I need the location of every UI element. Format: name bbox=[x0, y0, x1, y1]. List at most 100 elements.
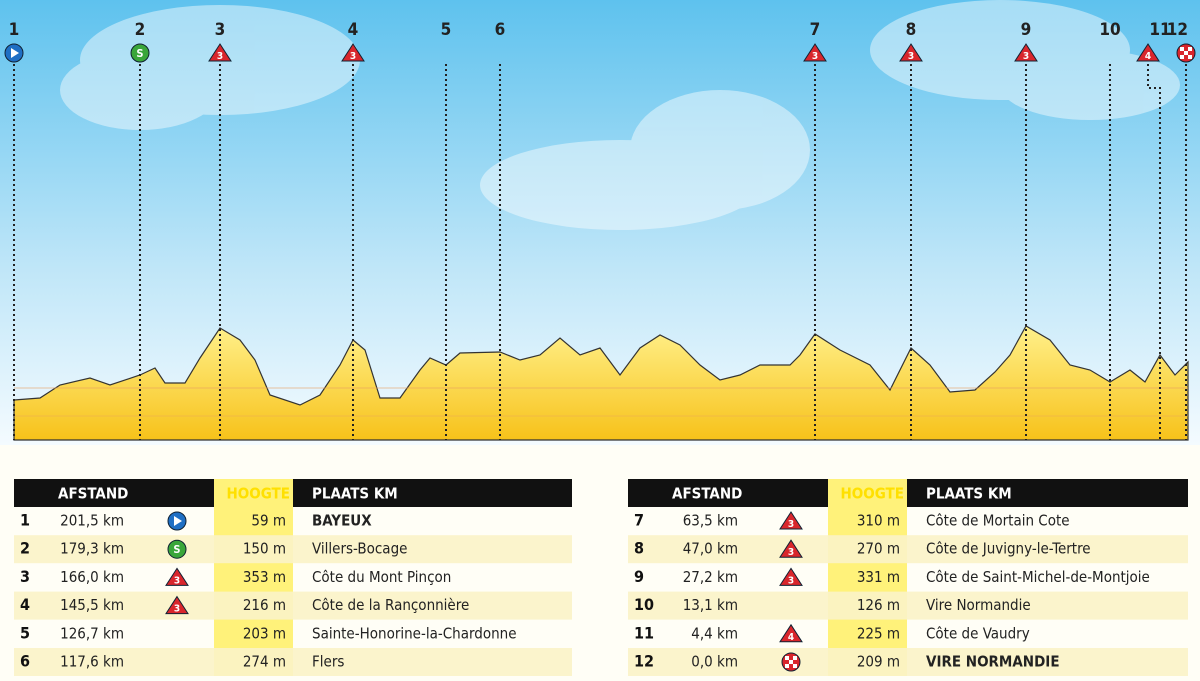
row-place: Côte de Vaudry bbox=[926, 624, 1030, 642]
climb-icon bbox=[803, 43, 827, 62]
climb-category: 3 bbox=[174, 575, 180, 586]
start-arrow bbox=[11, 48, 19, 58]
row-place: Sainte-Honorine-la-Chardonne bbox=[312, 624, 517, 642]
row-place: Flers bbox=[312, 653, 344, 671]
climb-category: 3 bbox=[788, 547, 794, 558]
climb-icon bbox=[779, 567, 803, 586]
row-altitude: 274 m bbox=[243, 653, 286, 671]
row-distance: 4,4 km bbox=[691, 624, 738, 642]
climb-icon bbox=[208, 43, 232, 62]
marker-number: 3 bbox=[215, 20, 226, 40]
marker-line bbox=[1147, 64, 1161, 440]
sprint-icon bbox=[167, 539, 187, 559]
row-distance: 47,0 km bbox=[683, 540, 738, 558]
climb-category: 3 bbox=[350, 51, 356, 62]
finish-check bbox=[785, 656, 789, 660]
finish-check bbox=[1180, 55, 1184, 59]
climb-icon bbox=[899, 43, 923, 62]
climb-icon bbox=[1014, 43, 1038, 62]
hoogte-column bbox=[828, 479, 907, 676]
finish-check bbox=[793, 664, 797, 668]
climb-category: 3 bbox=[217, 51, 223, 62]
row-place: Vire Normandie bbox=[926, 596, 1031, 614]
climb-category: 4 bbox=[788, 632, 794, 643]
row-place: Côte de Saint-Michel-de-Montjoie bbox=[926, 568, 1150, 586]
row-altitude: 216 m bbox=[243, 596, 286, 614]
marker-number: 9 bbox=[1021, 20, 1032, 40]
row-distance: 117,6 km bbox=[60, 653, 124, 671]
clouds bbox=[60, 0, 1180, 230]
climb-icon bbox=[779, 511, 803, 530]
climb-category: 3 bbox=[788, 575, 794, 586]
row-number: 8 bbox=[634, 539, 644, 558]
table-header: AFSTAND bbox=[672, 485, 742, 503]
marker-number: 10 bbox=[1099, 20, 1120, 40]
climb-category: 3 bbox=[1023, 51, 1029, 62]
climb-icon bbox=[779, 539, 803, 558]
row-altitude: 353 m bbox=[243, 568, 286, 586]
marker-number: 12 bbox=[1167, 20, 1188, 40]
row-place: Côte du Mont Pinçon bbox=[312, 568, 451, 586]
row-distance: 126,7 km bbox=[60, 624, 124, 642]
row-place: BAYEUX bbox=[312, 512, 372, 530]
row-altitude: 225 m bbox=[857, 624, 900, 642]
climb-category: 3 bbox=[908, 51, 914, 62]
row-distance: 27,2 km bbox=[683, 568, 738, 586]
row-altitude: 331 m bbox=[857, 568, 900, 586]
row-altitude: 310 m bbox=[857, 512, 900, 530]
finish-check bbox=[793, 656, 797, 660]
marker-number: 8 bbox=[906, 20, 917, 40]
row-number: 11 bbox=[634, 623, 654, 642]
row-stripe bbox=[14, 591, 572, 620]
climb-icon bbox=[165, 595, 189, 615]
row-distance: 179,3 km bbox=[60, 540, 124, 558]
row-number: 9 bbox=[634, 567, 644, 586]
row-number: 1 bbox=[20, 511, 30, 530]
marker-number: 5 bbox=[441, 20, 452, 40]
hoogte-column bbox=[214, 479, 293, 676]
sprint-label: S bbox=[173, 543, 180, 556]
climb-category: 3 bbox=[174, 604, 180, 615]
table-header: HOOGTE bbox=[841, 485, 904, 503]
row-altitude: 209 m bbox=[857, 653, 900, 671]
climb-icon bbox=[341, 43, 365, 62]
row-number: 12 bbox=[634, 652, 654, 671]
finish-check bbox=[785, 664, 789, 668]
finish-check bbox=[1184, 51, 1188, 55]
climb-icon bbox=[165, 567, 189, 586]
marker-number: 7 bbox=[810, 20, 821, 40]
row-distance: 166,0 km bbox=[60, 568, 124, 586]
row-number: 6 bbox=[20, 652, 30, 671]
row-distance: 63,5 km bbox=[683, 512, 738, 530]
row-distance: 201,5 km bbox=[60, 512, 124, 530]
climb-icon bbox=[779, 623, 803, 643]
row-stripe bbox=[14, 535, 572, 564]
row-place: Côte de Mortain Cote bbox=[926, 512, 1070, 530]
row-number: 10 bbox=[634, 595, 654, 614]
row-number: 3 bbox=[20, 567, 30, 586]
marker-number: 2 bbox=[135, 20, 146, 40]
climb-category: 3 bbox=[812, 51, 818, 62]
finish-check bbox=[789, 660, 793, 664]
row-place: Côte de Juvigny-le-Tertre bbox=[926, 540, 1091, 558]
row-altitude: 270 m bbox=[857, 540, 900, 558]
row-distance: 13,1 km bbox=[683, 596, 738, 614]
finish-check bbox=[1188, 47, 1192, 51]
table-header-bg bbox=[628, 479, 1188, 507]
start-arrow bbox=[174, 516, 182, 526]
marker-number: 6 bbox=[495, 20, 506, 40]
row-distance: 145,5 km bbox=[60, 596, 124, 614]
row-stripe bbox=[628, 535, 1188, 564]
row-altitude: 126 m bbox=[857, 596, 900, 614]
marker-number: 1 bbox=[9, 20, 20, 40]
row-distance: 0,0 km bbox=[691, 653, 738, 671]
table-header: PLAATS KM bbox=[926, 485, 1012, 503]
sprint-icon bbox=[130, 43, 150, 63]
sprint-label: S bbox=[136, 47, 143, 60]
row-stripe bbox=[628, 648, 1188, 676]
row-stripe bbox=[14, 648, 572, 676]
climb-icon bbox=[1136, 43, 1160, 62]
row-place: VIRE NORMANDIE bbox=[926, 653, 1060, 671]
